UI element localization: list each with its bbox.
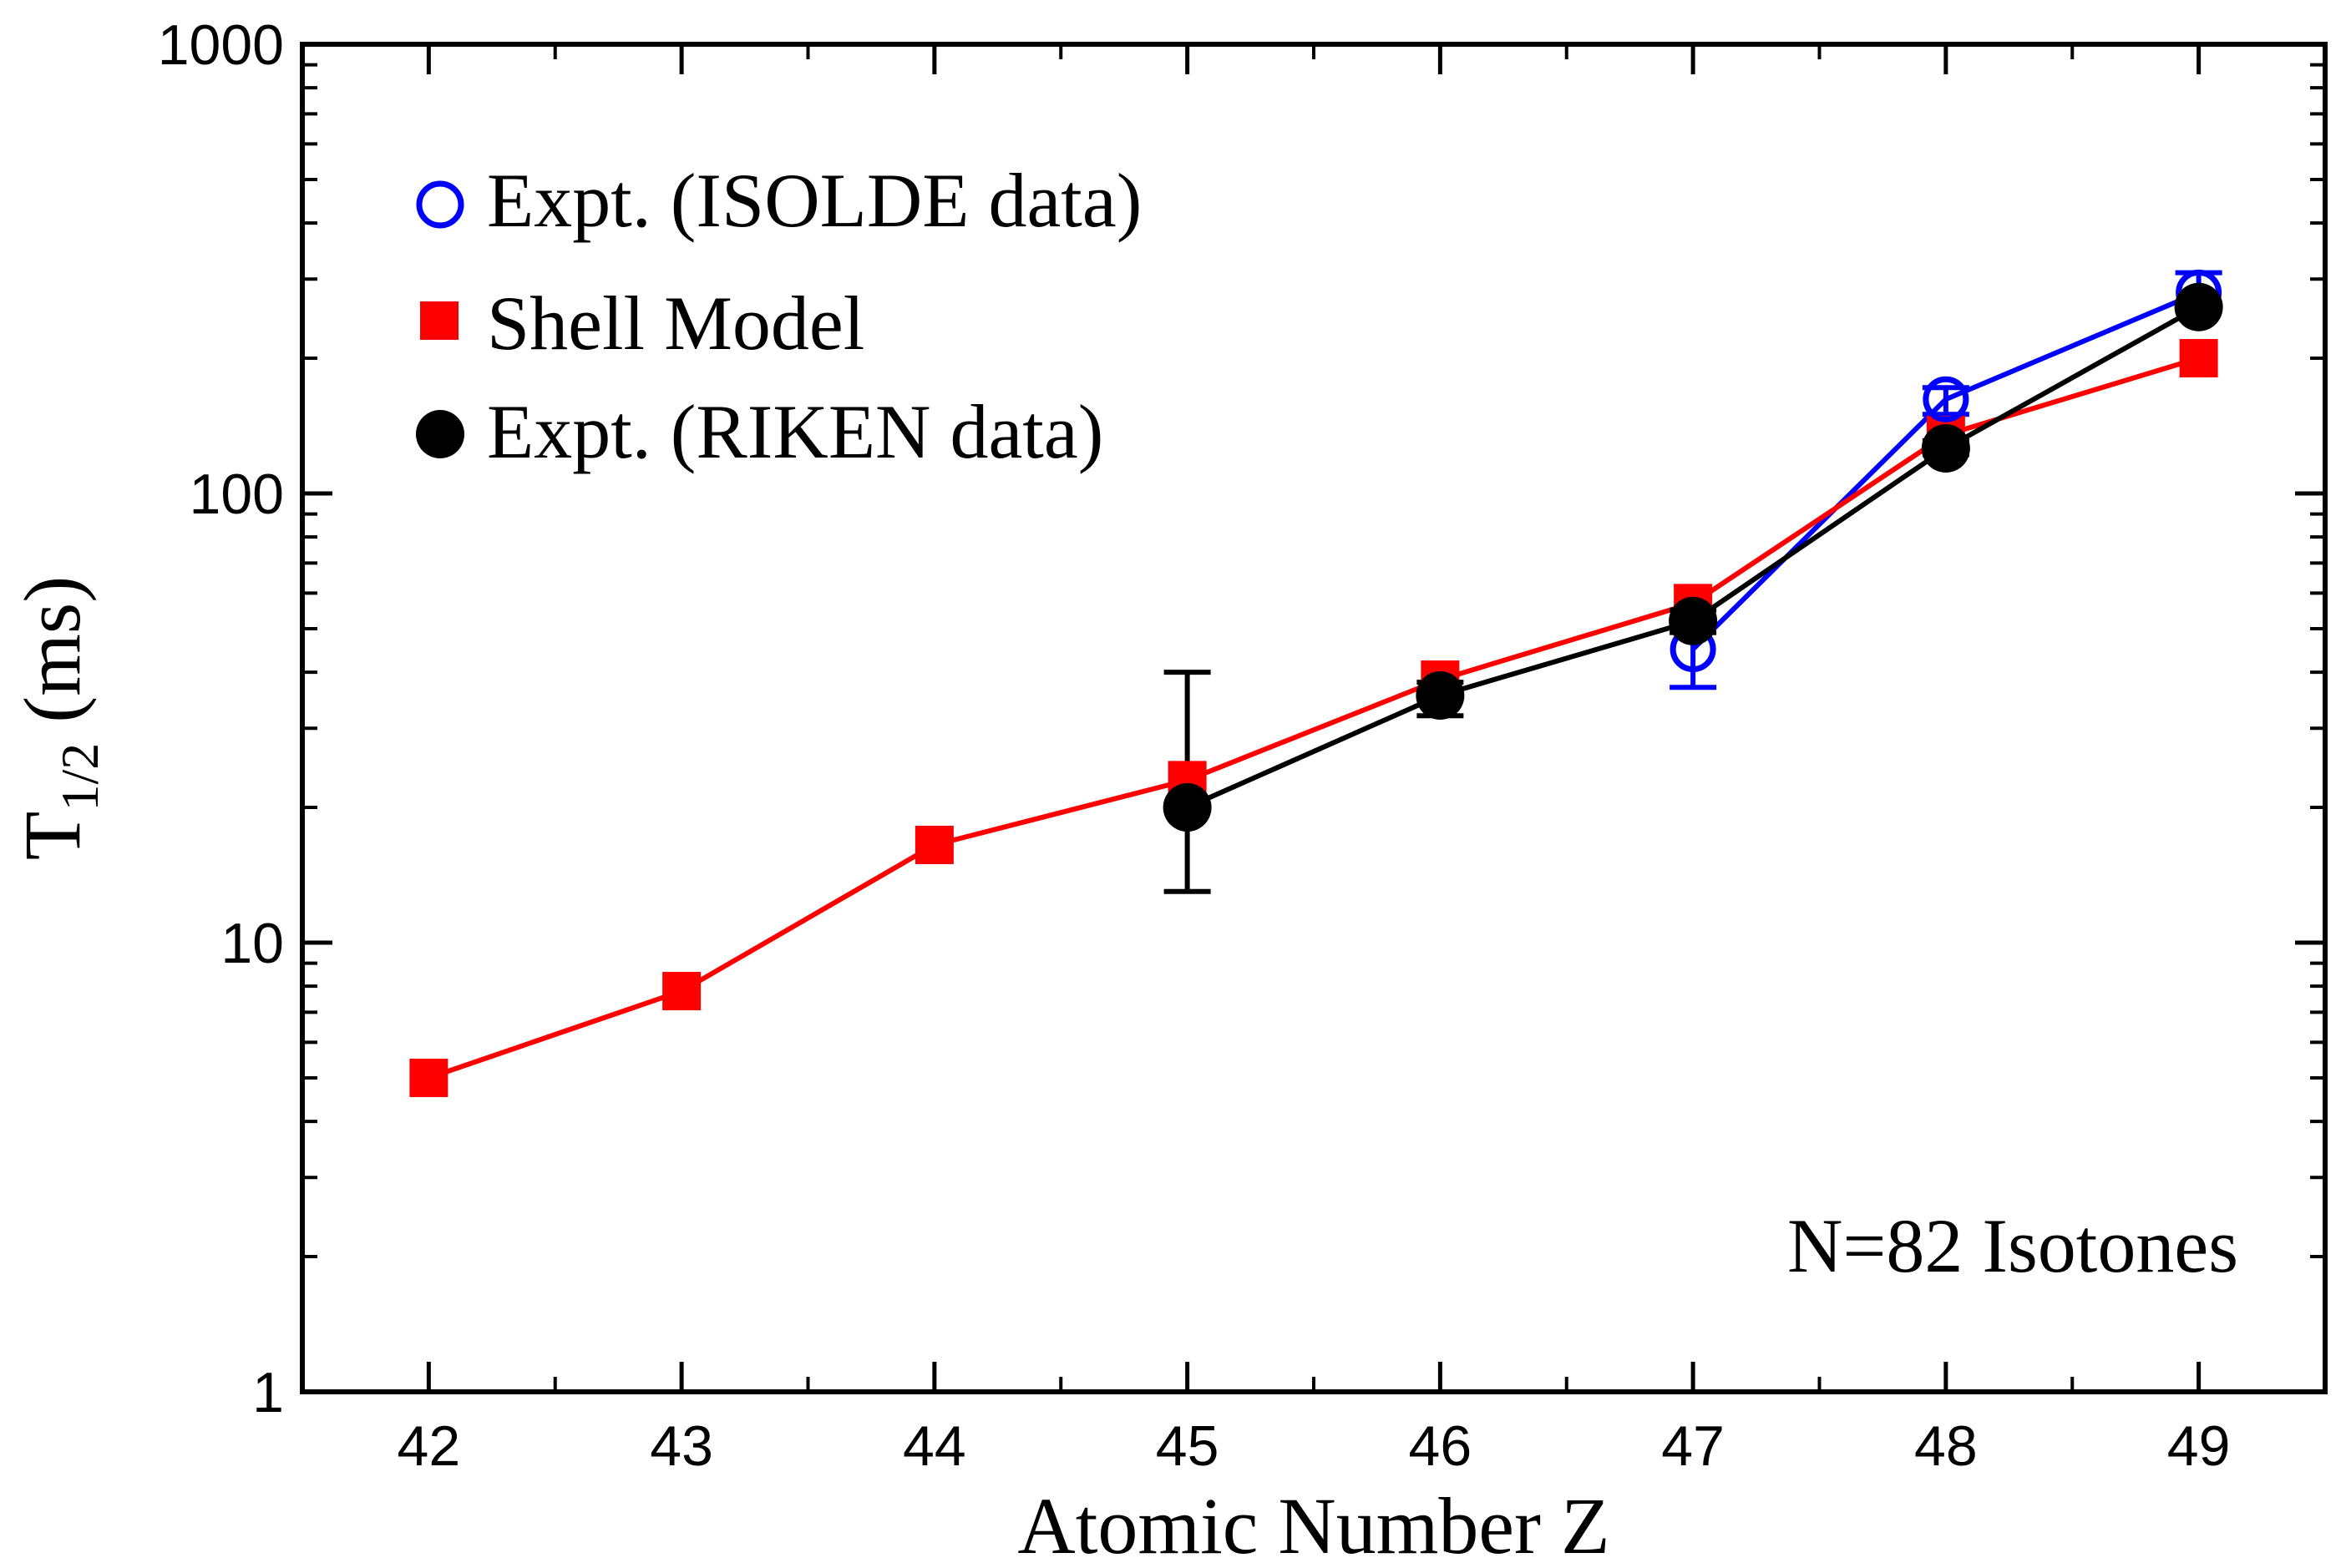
riken-point <box>1163 783 1212 832</box>
y-tick-label: 100 <box>190 463 284 526</box>
y-axis-title-main: T <box>8 812 97 861</box>
y-tick-label: 1000 <box>158 13 284 77</box>
y-tick-label: 1 <box>252 1361 284 1424</box>
x-axis-title: Atomic Number Z <box>1017 1481 1609 1568</box>
legend: Expt. (ISOLDE data) Shell Model Expt. (R… <box>416 158 1142 474</box>
shell-model-point <box>662 972 702 1011</box>
riken-point <box>1669 596 1718 645</box>
riken-point <box>1416 670 1465 720</box>
series-line-2 <box>1186 305 2201 810</box>
shell-model-point <box>915 825 954 864</box>
series-line-1 <box>428 356 2200 1080</box>
legend-marker-shell-model <box>420 301 459 340</box>
y-axis-title: T1/2 (ms) <box>8 576 109 860</box>
legend-label-shell-model: Shell Model <box>487 281 864 366</box>
series-layer <box>409 269 2223 1097</box>
x-tick-label: 49 <box>2167 1414 2231 1478</box>
x-tick-label: 46 <box>1409 1414 1472 1478</box>
legend-marker-isolde <box>416 180 464 229</box>
x-tick-label: 44 <box>903 1414 966 1478</box>
riken-point <box>1921 424 1970 473</box>
x-tick-label: 45 <box>1156 1414 1219 1478</box>
tick-labels: 1 10 100 1000 42 43 44 45 46 47 48 49 <box>158 13 2231 1478</box>
legend-marker-riken <box>416 410 464 458</box>
y-axis-title-unit: (ms) <box>8 576 97 723</box>
x-tick-label: 43 <box>650 1414 713 1478</box>
isolde-point <box>1923 376 1969 422</box>
axis-ticks <box>301 42 2327 1394</box>
plot-frame <box>300 42 2328 1394</box>
isotones-annotation: N=82 Isotones <box>1787 1203 2238 1288</box>
shell-model-point <box>409 1058 448 1097</box>
x-tick-label: 48 <box>1914 1414 1978 1478</box>
y-tick-label: 10 <box>220 912 284 975</box>
legend-label-isolde: Expt. (ISOLDE data) <box>487 158 1142 243</box>
legend-label-riken: Expt. (RIKEN data) <box>487 389 1103 474</box>
shell-model-point <box>2179 339 2218 378</box>
x-tick-label: 42 <box>398 1414 461 1478</box>
svg-text:T1/2 (ms): T1/2 (ms) <box>8 576 109 860</box>
riken-point <box>2174 282 2223 331</box>
x-tick-label: 47 <box>1661 1414 1725 1478</box>
y-axis-title-sub: 1/2 <box>50 743 109 812</box>
